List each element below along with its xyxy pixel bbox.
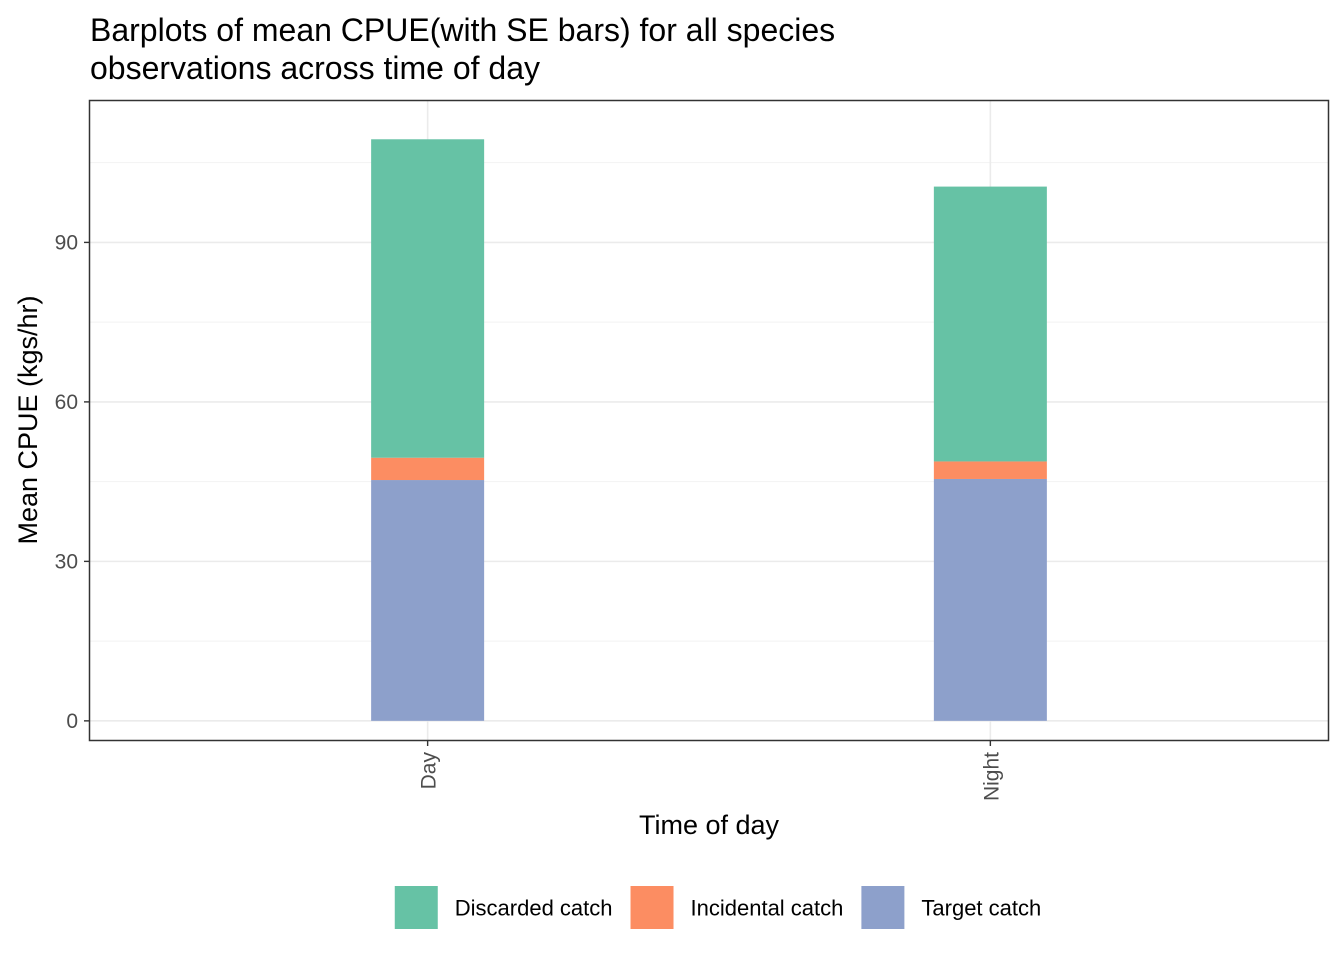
chart-title-line-1: Barplots of mean CPUE(with SE bars) for … [90, 12, 835, 48]
y-tick-label: 0 [66, 710, 78, 733]
legend-label-discarded-catch: Discarded catch [455, 896, 613, 921]
bar-night-target-catch [933, 478, 1047, 721]
y-axis-title: Mean CPUE (kgs/hr) [13, 295, 43, 544]
x-axis-title: Time of day [639, 810, 780, 840]
plot-border [88, 99, 1330, 742]
bar-day-target-catch [371, 480, 485, 721]
y-tick-label: 30 [55, 550, 78, 573]
legend: Discarded catch Incidental catch Target ca… [394, 886, 1041, 929]
bar-day-incidental-catch [371, 457, 485, 481]
axes: 0 30 60 90 Day Night [55, 231, 1004, 801]
legend-label-target-catch: Target catch [921, 896, 1041, 921]
legend-key-target-catch [861, 886, 905, 929]
chart-title-line-2: observations across time of day [90, 50, 540, 86]
plot-panel [89, 100, 1329, 741]
x-tick-label: Night [980, 752, 1003, 801]
bar-day-discarded-catch [371, 139, 485, 458]
bar-night-discarded-catch [933, 186, 1047, 462]
y-tick-label: 90 [55, 231, 78, 254]
y-tick-label: 60 [55, 391, 78, 414]
bars [371, 139, 1047, 721]
legend-label-incidental-catch: Incidental catch [691, 896, 844, 921]
bar-night-incidental-catch [933, 461, 1047, 479]
legend-key-incidental-catch [630, 886, 674, 929]
legend-key-discarded-catch [394, 886, 438, 929]
x-tick-label: Day [418, 752, 441, 790]
